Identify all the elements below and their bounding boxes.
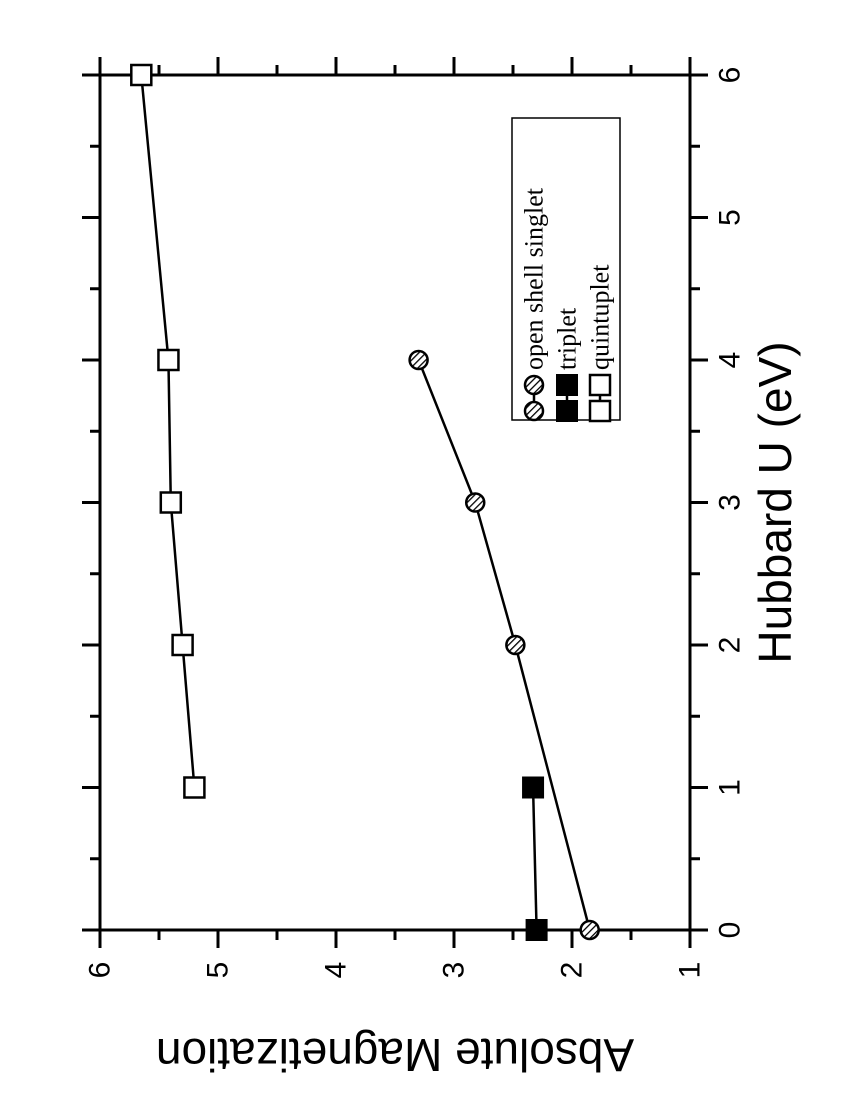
legend-label: triplet: [553, 307, 582, 370]
data-point: [183, 776, 206, 799]
legend-marker: [556, 374, 578, 396]
data-point: [525, 919, 548, 941]
legend-label: open shell singlet: [520, 187, 549, 370]
data-point: [130, 63, 153, 87]
y-tick-label: 6: [84, 962, 117, 979]
series-line: [140, 74, 196, 788]
legend: open shell singlet triplet quintuplet: [511, 117, 621, 423]
y-tick-label: 1: [674, 962, 707, 979]
data-point: [464, 492, 486, 513]
series-line: [531, 787, 538, 931]
y-tick-label: 3: [438, 962, 471, 979]
x-tick-label: 0: [714, 922, 747, 939]
legend-marker: [556, 400, 578, 422]
legend-marker: [523, 400, 545, 422]
x-axis-title: Hubbard U (eV): [749, 341, 801, 663]
y-axis-title: Absolute Magnetization: [156, 1029, 634, 1081]
y-tick-label: 2: [556, 962, 589, 979]
x-tick-label: 5: [714, 209, 747, 226]
data-marks: [130, 63, 600, 941]
data-point: [171, 633, 194, 657]
data-point: [157, 348, 180, 372]
legend-box: [511, 117, 621, 421]
legend-label: quintuplet: [586, 264, 615, 370]
y-tick-label: 4: [320, 962, 353, 979]
legend-marker: [588, 399, 612, 423]
series-filled-square: [522, 776, 548, 941]
data-point: [408, 349, 429, 371]
data-point: [505, 634, 526, 656]
legend-marker: [523, 374, 545, 396]
data-point: [159, 491, 183, 514]
x-tick-label: 3: [714, 494, 747, 511]
data-point: [579, 919, 600, 941]
legend-marker: [588, 373, 612, 397]
x-tick-label: 2: [714, 637, 747, 654]
axis-labels: 0 1 2 3 4 5 6 1 2 3 4 5 6 Hubbard U (eV) Absolute Magn…: [84, 67, 802, 1081]
data-point: [522, 776, 545, 799]
plot-area: [82, 57, 708, 948]
series-hatched-circle: [408, 349, 600, 941]
x-tick-label: 6: [714, 67, 747, 84]
x-tick-label: 1: [714, 779, 747, 796]
y-tick-label: 5: [202, 962, 235, 979]
series-line: [417, 359, 591, 931]
series-open-square: [130, 63, 206, 799]
x-tick-label: 4: [714, 352, 747, 369]
